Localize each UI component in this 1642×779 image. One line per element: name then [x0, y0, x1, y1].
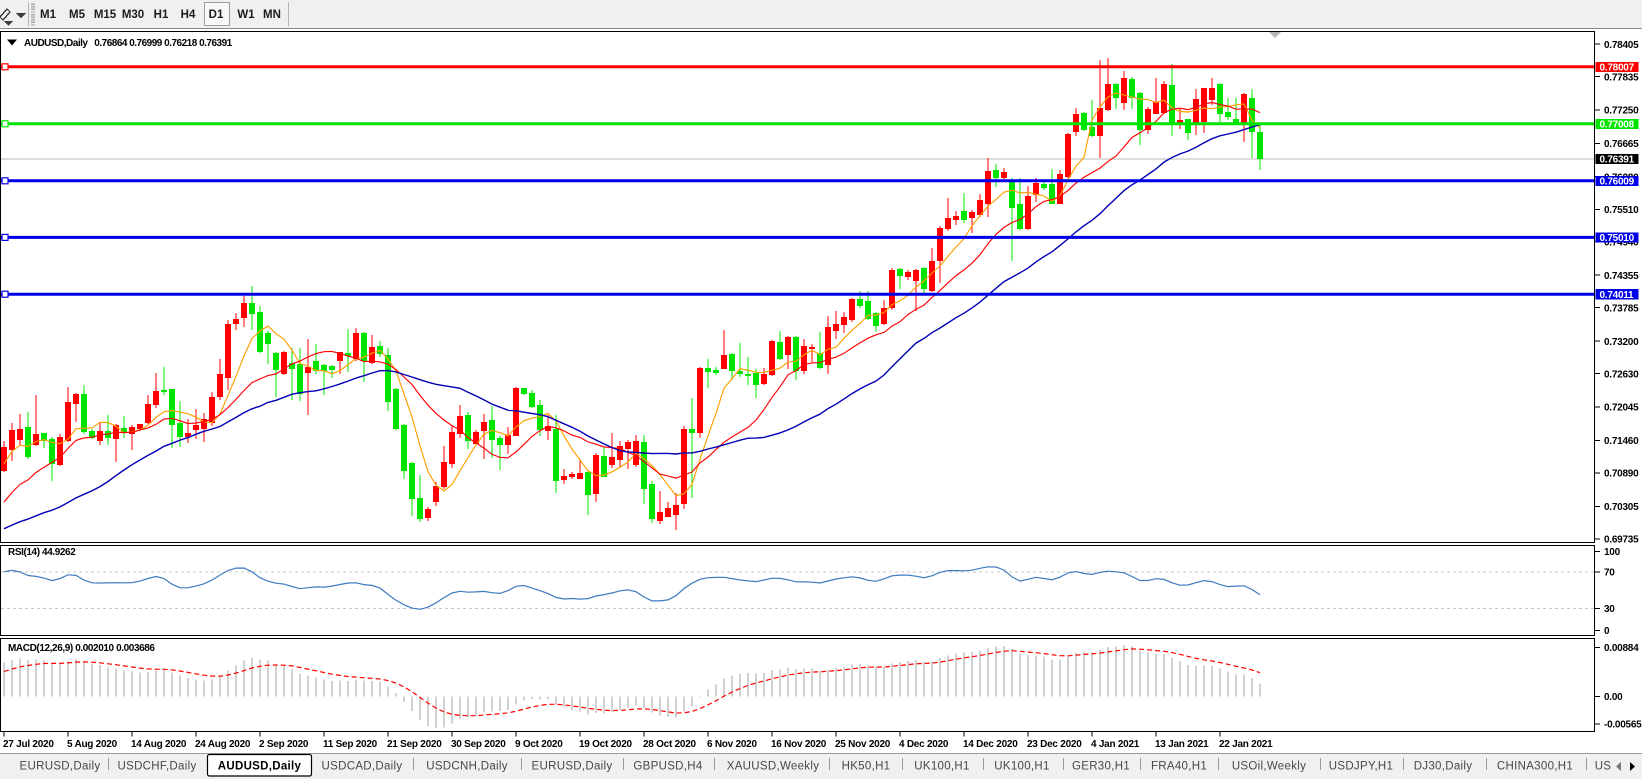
svg-text:RSI(14) 44.9262: RSI(14) 44.9262: [8, 547, 76, 558]
svg-text:14 Dec 2020: 14 Dec 2020: [963, 739, 1018, 750]
svg-text:CHINA300,H1: CHINA300,H1: [1497, 761, 1573, 773]
svg-text:USOil,Weekly: USOil,Weekly: [1232, 761, 1306, 773]
svg-text:0.76665: 0.76665: [1604, 139, 1639, 150]
svg-text:UK100,H1: UK100,H1: [994, 761, 1049, 773]
svg-text:0.71460: 0.71460: [1604, 436, 1639, 447]
svg-text:D1: D1: [209, 9, 224, 21]
svg-text:22 Jan 2021: 22 Jan 2021: [1219, 739, 1273, 750]
svg-text:25 Nov 2020: 25 Nov 2020: [835, 739, 891, 750]
svg-text:0.77008: 0.77008: [1600, 120, 1635, 131]
svg-text:EURUSD,Daily: EURUSD,Daily: [532, 761, 613, 773]
svg-text:0.75510: 0.75510: [1604, 205, 1639, 216]
svg-text:UK100,H1: UK100,H1: [914, 761, 969, 773]
svg-text:0.70890: 0.70890: [1604, 469, 1639, 480]
svg-text:6 Nov 2020: 6 Nov 2020: [707, 739, 757, 750]
svg-text:30 Sep 2020: 30 Sep 2020: [451, 739, 506, 750]
svg-text:USDCNH,Daily: USDCNH,Daily: [426, 761, 508, 773]
svg-text:0.78405: 0.78405: [1604, 40, 1639, 51]
svg-text:11 Sep 2020: 11 Sep 2020: [323, 739, 378, 750]
svg-text:HK50,H1: HK50,H1: [842, 761, 891, 773]
svg-text:H1: H1: [154, 9, 169, 21]
svg-text:0.78007: 0.78007: [1600, 63, 1635, 74]
svg-text:0: 0: [1604, 626, 1610, 637]
svg-text:FRA40,H1: FRA40,H1: [1151, 761, 1207, 773]
svg-text:GBPUSD,H4: GBPUSD,H4: [633, 761, 702, 773]
svg-text:US: US: [1595, 761, 1612, 773]
svg-text:2 Sep 2020: 2 Sep 2020: [259, 739, 309, 750]
svg-text:24 Aug 2020: 24 Aug 2020: [195, 739, 251, 750]
svg-text:W1: W1: [237, 9, 255, 21]
svg-text:0.72630: 0.72630: [1604, 369, 1639, 380]
svg-text:M30: M30: [122, 9, 144, 21]
svg-text:100: 100: [1604, 547, 1621, 558]
svg-text:5 Aug 2020: 5 Aug 2020: [67, 739, 118, 750]
svg-text:0.73200: 0.73200: [1604, 337, 1639, 348]
svg-text:EURUSD,Daily: EURUSD,Daily: [20, 761, 101, 773]
svg-text:0.69735: 0.69735: [1604, 535, 1639, 546]
svg-text:GER30,H1: GER30,H1: [1072, 761, 1130, 773]
svg-text:70: 70: [1604, 568, 1615, 579]
svg-text:M15: M15: [94, 9, 117, 21]
svg-text:0.74940: 0.74940: [1604, 238, 1639, 249]
svg-text:AUDUSD,Daily 0.76864 0.76999: AUDUSD,Daily 0.76864 0.76999 0.76218 0.7…: [24, 38, 233, 49]
svg-text:M1: M1: [40, 9, 57, 21]
svg-text:19 Oct 2020: 19 Oct 2020: [579, 739, 633, 750]
svg-text:USDCHF,Daily: USDCHF,Daily: [118, 761, 197, 773]
svg-text:0.70305: 0.70305: [1604, 502, 1639, 513]
svg-text:30: 30: [1604, 604, 1615, 615]
svg-text:M5: M5: [69, 9, 86, 21]
svg-text:21 Sep 2020: 21 Sep 2020: [387, 739, 442, 750]
svg-text:0.00884: 0.00884: [1604, 643, 1639, 654]
svg-text:AUDUSD,Daily: AUDUSD,Daily: [218, 761, 302, 773]
svg-text:XAUUSD,Weekly: XAUUSD,Weekly: [727, 761, 820, 773]
svg-text:16 Nov 2020: 16 Nov 2020: [771, 739, 827, 750]
svg-text:0.76009: 0.76009: [1600, 177, 1635, 188]
svg-text:H4: H4: [181, 9, 196, 21]
svg-text:0.77250: 0.77250: [1604, 106, 1639, 117]
svg-text:DJ30,Daily: DJ30,Daily: [1414, 761, 1473, 773]
svg-text:0.73785: 0.73785: [1604, 303, 1639, 314]
svg-text:28 Oct 2020: 28 Oct 2020: [643, 739, 697, 750]
svg-text:MN: MN: [263, 9, 281, 21]
svg-text:13 Jan 2021: 13 Jan 2021: [1155, 739, 1209, 750]
svg-text:9 Oct 2020: 9 Oct 2020: [515, 739, 563, 750]
svg-text:0.74011: 0.74011: [1600, 290, 1635, 301]
svg-text:0.72045: 0.72045: [1604, 403, 1639, 414]
svg-text:14 Aug 2020: 14 Aug 2020: [131, 739, 187, 750]
svg-text:23 Dec 2020: 23 Dec 2020: [1027, 739, 1082, 750]
svg-text:USDJPY,H1: USDJPY,H1: [1329, 761, 1393, 773]
svg-text:USDCAD,Daily: USDCAD,Daily: [322, 761, 403, 773]
svg-text:0.77835: 0.77835: [1604, 72, 1639, 83]
svg-text:4 Jan 2021: 4 Jan 2021: [1091, 739, 1140, 750]
svg-text:4 Dec 2020: 4 Dec 2020: [899, 739, 949, 750]
svg-text:0.76391: 0.76391: [1600, 155, 1635, 166]
svg-text:MACD(12,26,9) 0.002010 0.00368: MACD(12,26,9) 0.002010 0.003686: [8, 643, 155, 654]
svg-text:27 Jul 2020: 27 Jul 2020: [3, 739, 54, 750]
svg-text:-0.005651: -0.005651: [1604, 720, 1642, 731]
svg-text:0.00: 0.00: [1604, 692, 1623, 703]
svg-text:0.75010: 0.75010: [1600, 233, 1635, 244]
svg-text:0.74355: 0.74355: [1604, 271, 1639, 282]
